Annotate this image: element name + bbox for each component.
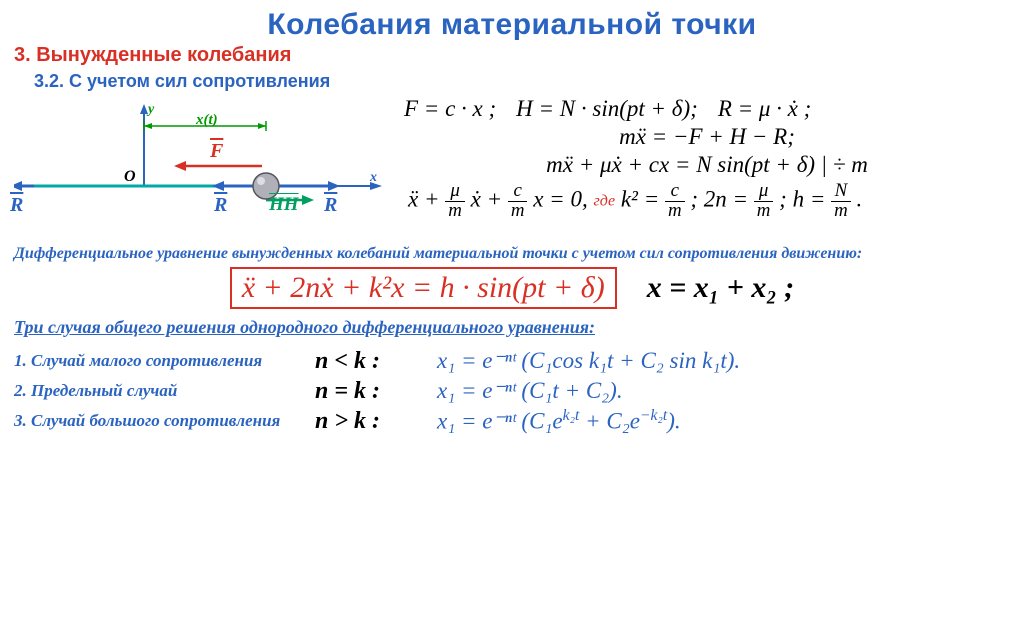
eq-canon-m2: x = 0, (533, 187, 587, 212)
eq-sep2: ; h = (779, 187, 831, 212)
x-axis-label: x (370, 170, 377, 186)
r-left-label: R (10, 194, 23, 217)
case-label: 1. Случай малого сопротивления (14, 346, 314, 376)
eq-H: H = N · sin(pt + δ); (516, 96, 698, 122)
case-label: 2. Предельный случай (14, 376, 314, 406)
page-title: Колебания материальной точки (14, 8, 1010, 42)
eq-R: R = μ · ẋ ; (718, 96, 811, 122)
eq-canon-m1: ẋ + (471, 187, 508, 212)
case-sol: x₁ = e⁻ⁿᵗ (C₁cos k₁t + C₂ sin k₁t). (436, 346, 1010, 376)
frac-k2-n: c (665, 182, 685, 202)
three-cases-heading: Три случая общего решения однородного ди… (14, 317, 1010, 338)
h-vector-label: HH (269, 194, 299, 216)
frac-k2-d: m (665, 202, 685, 221)
eq-canon-lhs: ẍ + (408, 187, 445, 212)
r-right-label: R (324, 194, 337, 217)
frac-c-d: m (508, 202, 528, 221)
force-diagram: y x O x(t) F R R R HH (14, 96, 394, 241)
case-label: 3. Случай большого сопротивления (14, 406, 314, 436)
eq-sep1: ; 2n = (690, 187, 753, 212)
eq-F: F = c · x ; (404, 96, 496, 122)
subsection-heading: 3.2. С учетом сил сопротивления (34, 71, 1010, 92)
case-sol: x₁ = e⁻ⁿᵗ (C₁t + C₂). (436, 376, 1010, 406)
case-row: 3. Случай большого сопротивления n > k :… (14, 406, 1010, 436)
frac-2n-n: μ (754, 182, 774, 202)
definition-text: Дифференциальное уравнение вынужденных к… (14, 245, 1010, 263)
frac-mu-d: m (445, 202, 465, 221)
x-decomposition: x = x₁ + x₂ ; (647, 271, 795, 305)
eq-full: mẍ + μẋ + cx = N sin(pt + δ) | ÷ m (404, 152, 1010, 178)
boxed-equation: ẍ + 2nẋ + k²x = h · sin(pt + δ) (230, 267, 617, 309)
frac-h-d: m (831, 202, 851, 221)
frac-mu-n: μ (445, 182, 465, 202)
frac-c-n: c (508, 182, 528, 202)
frac-h-n: N (831, 182, 851, 202)
y-axis-label: y (148, 102, 154, 118)
xt-label: x(t) (196, 112, 218, 129)
where-label: где (593, 193, 615, 210)
f-vector-label: F (210, 140, 223, 163)
frac-2n-d: m (754, 202, 774, 221)
case-cond: n > k : (314, 406, 436, 436)
eq-end: . (856, 187, 862, 212)
cases-table: 1. Случай малого сопротивления n < k : x… (14, 346, 1010, 436)
case-sol: x₁ = e⁻ⁿᵗ (C₁ek₂t + C₂e−k₂t). (436, 406, 1010, 436)
section-heading: 3. Вынужденные колебания (14, 44, 1010, 67)
eq-newton: mẍ = −F + H − R; (404, 124, 1010, 150)
case-row: 1. Случай малого сопротивления n < k : x… (14, 346, 1010, 376)
case-cond: n < k : (314, 346, 436, 376)
eq-k2: k² = (621, 187, 665, 212)
case-cond: n = k : (314, 376, 436, 406)
equations-block: F = c · x ; H = N · sin(pt + δ); R = μ ·… (404, 96, 1010, 221)
origin-label: O (124, 168, 136, 186)
r-mid-label: R (214, 194, 227, 217)
case-row: 2. Предельный случай n = k : x₁ = e⁻ⁿᵗ (… (14, 376, 1010, 406)
